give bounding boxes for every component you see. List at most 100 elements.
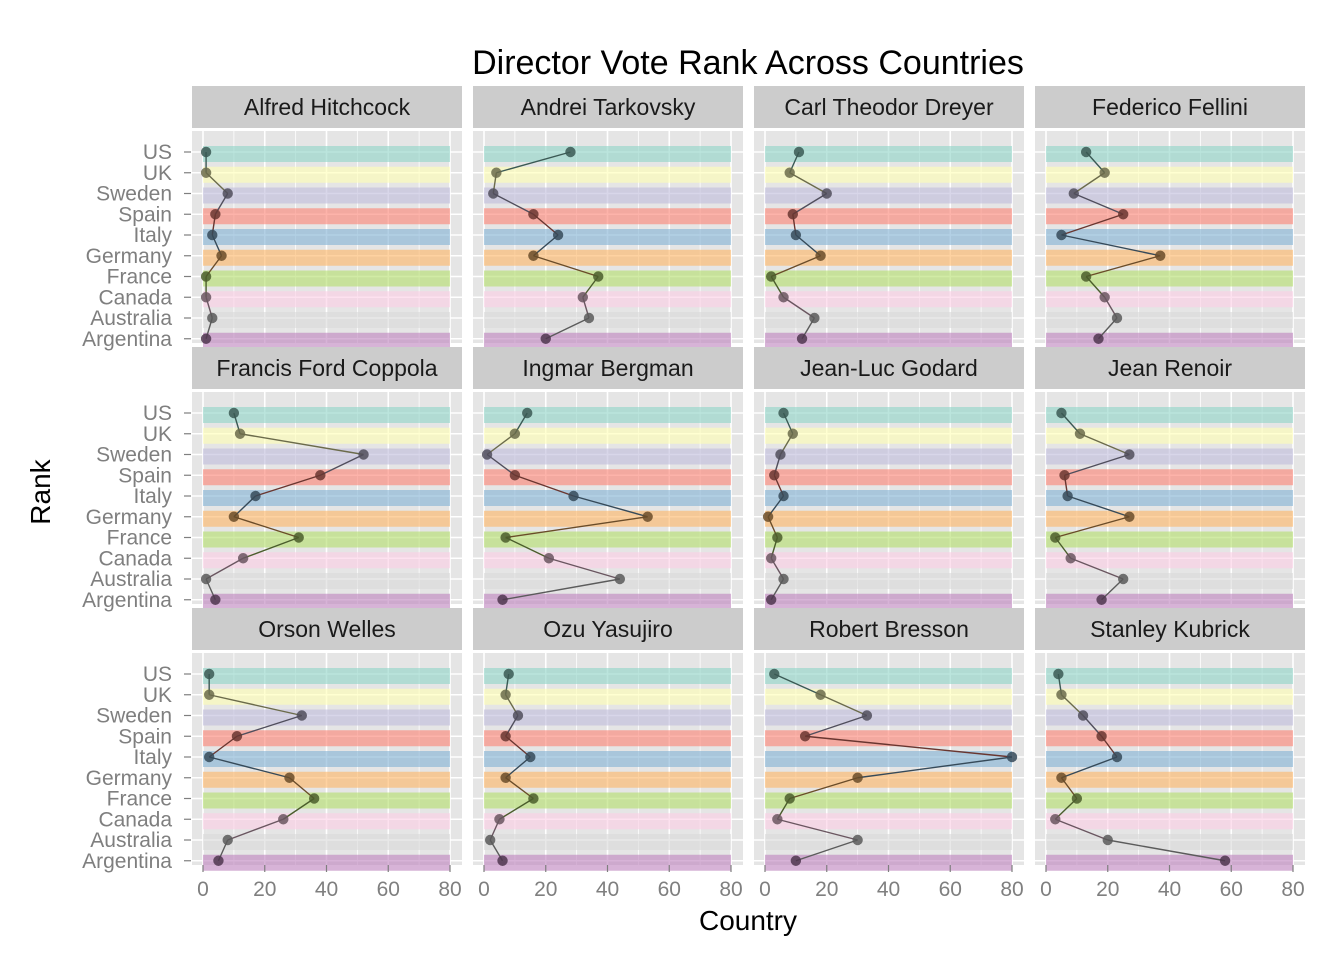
band-uk	[765, 688, 1012, 705]
facet-panels: Alfred Hitchcock Alfred Hitchcock — US: 1…	[82, 86, 1305, 901]
x-tick-label-40: 40	[315, 878, 338, 901]
point-italy: Ingmar Bergman — Italy: 29	[568, 490, 579, 502]
point-france: Andrei Tarkovsky — France: 37	[593, 271, 604, 282]
strip-label-jean-renoir: Jean Renoir	[1108, 355, 1232, 381]
y-tick-label-spain: Spain	[118, 725, 172, 748]
segment-spain	[1061, 213, 1124, 236]
point-sweden: Federico Fellini — Sweden: 9	[1068, 188, 1079, 199]
segment-italy	[208, 756, 290, 779]
strip-ingmar-bergman	[473, 347, 743, 389]
band-uk	[484, 688, 731, 705]
point-australia: Alfred Hitchcock — Australia: 3	[207, 312, 218, 324]
strip-label-jean-luc-godard: Jean-Luc Godard	[800, 355, 978, 381]
band-france	[203, 270, 450, 287]
band-australia	[1046, 834, 1293, 850]
band-australia	[765, 312, 1012, 328]
point-sweden: Francis Ford Coppola — Sweden: 52	[358, 449, 369, 460]
band-germany	[203, 249, 450, 266]
strip-andrei-tarkovsky	[473, 86, 743, 128]
x-tick-label-0: 0	[1040, 878, 1052, 901]
panel-jean-renoir: Jean Renoir Jean Renoir — US: 5 Jean Renoi…	[1035, 347, 1305, 610]
y-tick-label-germany: Germany	[86, 506, 173, 529]
band-germany	[203, 510, 450, 527]
point-canada: Orson Welles — Canada: 26	[278, 814, 289, 825]
point-sweden: Andrei Tarkovsky — Sweden: 3	[488, 188, 499, 199]
point-uk: Ingmar Bergman — UK: 10	[509, 428, 521, 439]
point-australia: Jean Renoir — Australia: 25	[1117, 573, 1129, 585]
band-spain	[203, 469, 450, 486]
segment-australia	[545, 317, 590, 340]
point-us: Francis Ford Coppola — US: 10	[228, 407, 240, 419]
segment-canada	[1070, 557, 1124, 580]
band-sweden	[203, 187, 450, 204]
segment-sweden	[320, 453, 364, 476]
band-canada	[484, 291, 731, 308]
y-tick-label-france: France	[107, 527, 172, 550]
strip-francis-ford-coppola	[192, 347, 462, 389]
point-us: Robert Bresson — US: 3	[769, 668, 780, 680]
band-france	[484, 270, 731, 287]
point-canada: Jean-Luc Godard — Canada: 2	[765, 553, 777, 564]
point-argentina: Alfred Hitchcock — Argentina: 1	[200, 333, 212, 344]
y-tick-label-canada: Canada	[98, 547, 172, 570]
segment-canada	[777, 818, 858, 841]
point-australia: Orson Welles — Australia: 8	[222, 834, 233, 846]
segment-germany	[770, 255, 821, 278]
point-argentina: Orson Welles — Argentina: 5	[213, 855, 224, 866]
band-france	[1046, 270, 1293, 287]
band-sweden	[1046, 187, 1293, 204]
band-france	[1046, 792, 1293, 809]
panel-ingmar-bergman: Ingmar BergmanIngmar Bergman — US: 14Ing…	[473, 347, 743, 610]
point-spain: Robert Bresson — Spain: 13	[799, 731, 811, 742]
segment-sweden	[804, 714, 868, 737]
band-us	[203, 407, 450, 423]
segment-uk	[1073, 172, 1106, 195]
point-uk: Carl Theodor Dreyer — UK: 8	[784, 167, 795, 178]
point-uk: Orson Welles — UK: 2	[203, 689, 215, 700]
band-uk	[203, 166, 450, 183]
segment-sweden	[492, 192, 534, 215]
y-tick-label-us: US	[143, 402, 172, 425]
band-canada	[1046, 552, 1293, 569]
y-tick-label-uk: UK	[143, 423, 172, 446]
y-tick-label-france: France	[107, 788, 172, 811]
y-tick-label-canada: Canada	[98, 808, 172, 831]
point-spain: Federico Fellini — Spain: 25	[1117, 209, 1129, 220]
point-us: Stanley Kubrick — US: 4	[1053, 668, 1064, 680]
band-uk	[484, 166, 731, 183]
y-tick-label-spain: Spain	[118, 203, 172, 226]
y-tick-label-uk: UK	[143, 162, 172, 185]
point-germany: Carl Theodor Dreyer — Germany: 18	[815, 250, 826, 261]
segment-sweden	[792, 192, 828, 215]
y-tick-label-us: US	[143, 141, 172, 164]
point-uk: Federico Fellini — UK: 19	[1099, 167, 1110, 178]
band-us	[765, 407, 1012, 423]
point-spain: Alfred Hitchcock — Spain: 4	[210, 209, 221, 220]
point-germany: Stanley Kubrick — Germany: 5	[1056, 772, 1067, 783]
band-france	[765, 531, 1012, 548]
point-france: Alfred Hitchcock — France: 1	[200, 271, 212, 282]
band-spain	[484, 208, 731, 225]
point-canada: Andrei Tarkovsky — Canada: 32	[577, 292, 588, 303]
band-sweden	[765, 448, 1012, 465]
panel-orson-welles: Orson Welles Orson Welles — US: 2 Orson We…	[82, 608, 462, 901]
segment-spain	[805, 735, 1013, 758]
chart-title: Director Vote Rank Across Countries	[472, 44, 1024, 82]
strip-label-carl-theodor-dreyer: Carl Theodor Dreyer	[784, 94, 994, 120]
band-canada	[765, 813, 1012, 830]
band-us	[765, 146, 1012, 162]
panel-francis-ford-coppola: Francis Ford Coppola Francis Ford Coppola…	[82, 347, 462, 612]
segment-sweden	[1073, 192, 1124, 215]
strip-federico-fellini	[1035, 86, 1305, 128]
band-italy	[765, 490, 1012, 506]
y-tick-label-germany: Germany	[86, 245, 173, 268]
band-germany	[765, 510, 1012, 527]
panel-federico-fellini: Federico Fellini Federico Fellini — US: 1…	[1035, 86, 1305, 349]
band-canada	[765, 291, 1012, 308]
point-france: Carl Theodor Dreyer — France: 2	[765, 271, 777, 282]
y-axis-title: Rank	[25, 458, 56, 524]
band-uk	[765, 427, 1012, 444]
y-tick-label-australia: Australia	[90, 568, 172, 591]
point-france: Robert Bresson — France: 8	[784, 793, 795, 804]
point-sweden: Jean-Luc Godard — Sweden: 5	[775, 449, 786, 460]
